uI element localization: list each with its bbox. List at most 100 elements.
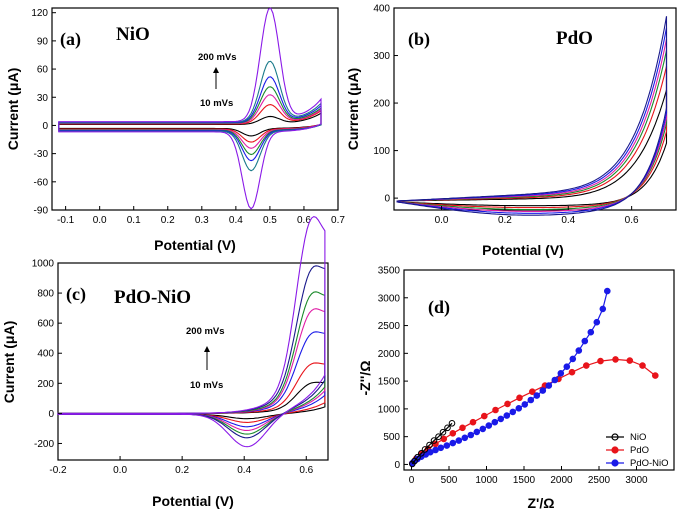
data-point-pdo [639,362,646,369]
data-point-pdo-nio [599,305,607,313]
series-layer [57,215,326,448]
data-point-nio [414,453,421,461]
cv-curve-200-mv-s [58,7,322,210]
legend-label: PdO-NiO [630,458,669,469]
x-tick-label: 0.2 [498,215,512,226]
x-tick-label: 0.1 [127,215,141,226]
data-point-pdo-nio [551,376,559,384]
panel-title: PdO-NiO [114,287,191,308]
cv-curve-200-mv-s [396,16,668,216]
x-tick-label: -0.2 [49,465,67,476]
panel-label: (a) [60,29,81,50]
data-point-pdo [449,430,457,437]
rate-arrow-head [204,346,210,352]
y-tick-label: 2000 [378,349,401,360]
x-tick-label: 1500 [513,475,536,486]
y-axis-ticks: -200 0 200 400 600 800 1000 [32,259,62,450]
panel-a-nio-cv: -0.1 0.0 0.1 0.2 0.3 0.4 0.5 0.6 0.7 -90 -60 -30 0 3… [5,7,345,253]
x-axis-label: Z'/Ω [528,495,555,511]
y-tick-label: -30 [34,149,49,160]
y-axis-label: Current (μA) [5,68,21,150]
cv-curve-75-mv-s [58,86,322,156]
plot-frame [57,262,329,461]
x-tick-label: 0.7 [331,215,345,226]
data-point-pdo [469,418,477,426]
data-point-nio [439,428,447,436]
y-tick-label: 3000 [378,293,401,304]
data-point-pdo [432,440,439,448]
plot-frame [403,269,675,471]
y-tick-label: 1500 [378,377,401,388]
legend-marker [611,446,619,454]
y-tick-label: 90 [37,36,49,47]
data-point-pdo-nio [557,370,565,377]
panel-label: (b) [408,29,430,50]
cv-curve-200-mv-s [57,215,326,448]
y-tick-label: 400 [37,349,54,360]
y-tick-label: 0 [384,194,390,205]
x-tick-label: 0.6 [299,465,313,476]
panel-b-pdo-cv: 0.0 0.2 0.4 0.6 0 100 200 300 400 (b) PdO Poten… [345,4,677,258]
data-point-pdo [652,372,659,379]
data-point-nio [421,446,429,453]
panel-label: (d) [428,297,450,318]
data-point-pdo [504,400,511,408]
y-axis-ticks: -90 -60 -30 0 30 60 90 120 [31,8,56,217]
legend-label: NiO [630,432,646,443]
y-tick-label: 500 [383,432,400,443]
cv-curve-10-mv-s [396,89,668,207]
y-tick-label: -200 [34,439,54,450]
x-axis-ticks: -0.1 0.0 0.1 0.2 0.3 0.4 0.5 0.6 0.7 [57,206,345,226]
data-point-pdo [597,357,604,365]
data-point-nio [426,441,433,449]
data-point-pdo-nio [527,396,535,404]
y-axis-label: Current (μA) [1,321,17,403]
rate-annotation-high: 200 mVs [198,52,237,63]
y-tick-label: 1000 [32,259,55,270]
x-tick-label: 3000 [625,475,648,486]
data-point-pdo [612,356,619,363]
legend-item-pdo: PdO [606,445,649,456]
x-tick-label: 0.0 [435,215,449,226]
y-tick-label: 600 [37,319,54,330]
data-point-pdo-nio [581,337,589,345]
x-axis-label: Potential (V) [482,242,564,258]
rate-annotation-high: 200 mVs [186,326,225,337]
y-tick-label: 60 [37,65,49,76]
data-point-pdo-nio [521,401,529,408]
data-point-pdo-nio [593,318,601,326]
y-tick-label: 300 [373,51,390,62]
x-tick-label: 0.3 [195,215,209,226]
data-point-pdo-nio [449,439,457,447]
panel-title: NiO [116,24,150,45]
panel-d-eis-nyquist: 0 500 1000 1500 2000 2500 3000 0 500 1000 1500 200… [357,266,675,511]
cv-curve-100-mv-s [58,76,322,162]
legend-label: PdO [630,445,649,456]
x-axis-label: Potential (V) [152,493,234,509]
data-point-pdo-nio [533,392,541,399]
data-point-pdo-nio [437,444,445,452]
series-layer [58,7,322,210]
cv-curve-50-mv-s [396,49,668,211]
cv-curve-150-mv-s [58,60,322,172]
panel-label: (c) [66,284,86,305]
data-point-pdo-nio [467,431,475,439]
legend-item-pdo-nio: PdO-NiO [606,458,669,469]
legend-marker [611,459,619,467]
data-point-pdo-nio [455,437,463,444]
data-point-pdo-nio [563,363,571,371]
x-axis-label: Potential (V) [154,237,236,253]
cv-curve-75-mv-s [396,38,668,212]
x-axis-ticks: -0.2 0.0 0.2 0.4 0.6 [49,456,314,476]
data-point-nio [444,424,451,432]
data-point-pdo [626,357,634,364]
data-point-pdo-nio [515,405,523,412]
x-tick-label: 0.6 [625,215,639,226]
x-tick-label: 0.6 [297,215,311,226]
x-tick-label: 0.2 [175,465,189,476]
data-point-pdo-nio [539,387,547,394]
legend-item-nio: NiO [606,432,646,443]
plot-frame [393,7,677,211]
data-point-pdo-nio [503,412,511,419]
